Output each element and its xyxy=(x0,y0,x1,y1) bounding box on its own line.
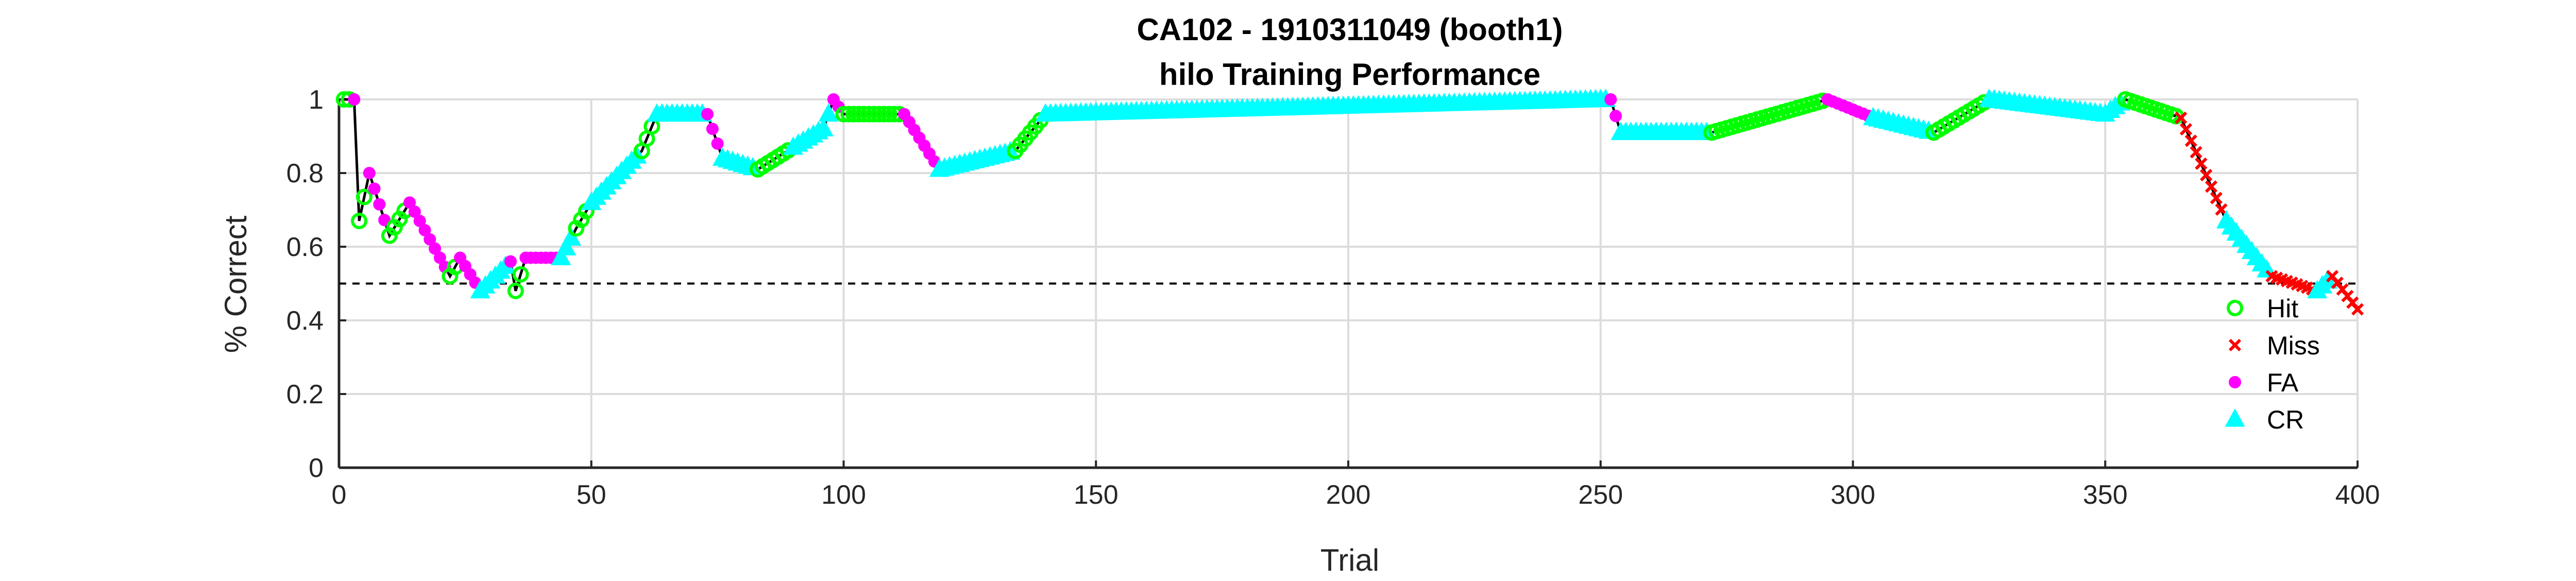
x-tick-label: 100 xyxy=(821,480,866,510)
x-tick-label: 350 xyxy=(2083,480,2128,510)
x-tick-label: 300 xyxy=(1831,480,1875,510)
trial-marker-hit xyxy=(512,266,529,283)
trial-marker-fa xyxy=(348,93,361,106)
legend-marker-cr xyxy=(2225,408,2245,427)
trial-marker-fa xyxy=(706,123,719,135)
trial-marker-miss xyxy=(2215,203,2228,216)
trial-marker-fa xyxy=(711,137,724,150)
y-tick-label: 0.8 xyxy=(286,159,324,189)
trial-marker-fa xyxy=(701,108,714,121)
trial-marker-cr xyxy=(818,103,839,122)
trial-marker-hit xyxy=(860,106,877,123)
y-tick-label: 0.2 xyxy=(286,380,324,409)
legend-label-cr: CR xyxy=(2267,405,2304,434)
legend-marker-hit xyxy=(2227,300,2243,316)
axes: 0 50 100 150 200 250 300 350 400 0 0.2 0.4 0.6 0.8 1 xyxy=(286,85,2380,510)
trial-marker-hit xyxy=(845,106,862,123)
legend-label-miss: Miss xyxy=(2267,331,2320,360)
trial-marker-cr xyxy=(561,227,582,246)
trial-marker-fa xyxy=(1604,93,1617,106)
plot-area xyxy=(335,88,2364,316)
trial-marker-miss xyxy=(2195,157,2208,170)
chart-subtitle: hilo Training Performance xyxy=(1159,57,1540,92)
trial-marker-miss xyxy=(2179,123,2193,136)
trial-marker-hit xyxy=(507,282,524,299)
x-axis-label: Trial xyxy=(1320,543,1379,577)
x-tick-label: 150 xyxy=(1074,480,1118,510)
y-tick-label: 0.6 xyxy=(286,232,324,262)
trial-marker-hit xyxy=(835,106,852,123)
trial-marker-fa xyxy=(363,167,376,179)
trial-marker-miss xyxy=(2210,192,2223,204)
trial-marker-cr xyxy=(556,237,577,255)
legend: Hit Miss FA CR xyxy=(2225,294,2320,434)
y-tick-label: 1 xyxy=(309,85,324,115)
x-tick-label: 50 xyxy=(577,480,606,510)
y-tick-label: 0 xyxy=(309,453,324,483)
trial-marker-cr xyxy=(813,118,834,136)
trial-marker-hit xyxy=(351,212,368,229)
trial-marker-fa xyxy=(373,198,386,211)
trial-marker-fa xyxy=(368,182,381,195)
x-tick-label: 200 xyxy=(1326,480,1371,510)
trial-marker-cr xyxy=(2257,259,2277,278)
trial-marker-miss xyxy=(2184,134,2197,147)
trial-marker-fa xyxy=(504,255,517,268)
x-tick-label: 400 xyxy=(2335,480,2380,510)
trial-marker-fa xyxy=(378,214,391,227)
trial-marker-miss xyxy=(2200,168,2213,182)
chart-title: CA102 - 1910311049 (booth1) xyxy=(1137,12,1563,47)
legend-marker-fa xyxy=(2229,376,2241,388)
trial-marker-hit xyxy=(866,106,883,123)
legend-label-fa: FA xyxy=(2267,368,2299,397)
trial-marker-fa xyxy=(1609,110,1622,123)
x-tick-label: 0 xyxy=(332,480,347,510)
x-tick-label: 250 xyxy=(1578,480,1623,510)
trial-marker-miss xyxy=(2205,180,2218,193)
trial-marker-hit xyxy=(855,106,872,123)
legend-label-hit: Hit xyxy=(2267,294,2298,323)
trial-marker-cr xyxy=(551,247,571,265)
trial-marker-hit xyxy=(355,189,372,206)
y-tick-label: 0.4 xyxy=(286,306,324,336)
trial-marker-miss xyxy=(2351,303,2364,316)
trial-marker-cr xyxy=(1000,141,1021,160)
y-axis-label: % Correct xyxy=(218,215,253,353)
trial-marker-hit xyxy=(850,106,867,123)
trial-marker-hit xyxy=(871,106,888,123)
trial-marker-hit xyxy=(840,106,857,123)
trial-marker-hit xyxy=(880,106,897,123)
legend-marker-miss xyxy=(2228,338,2242,352)
trial-marker-miss xyxy=(2175,111,2188,124)
trial-marker-miss xyxy=(2190,146,2202,159)
trial-marker-hit xyxy=(875,106,892,123)
